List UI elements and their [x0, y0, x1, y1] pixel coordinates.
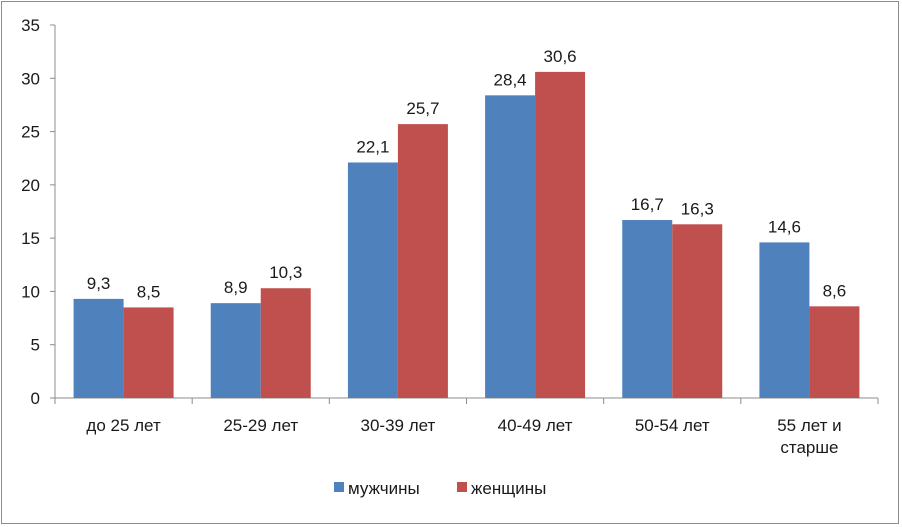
x-category-label: до 25 лет — [86, 416, 161, 435]
data-label: 8,5 — [137, 282, 161, 301]
data-label: 16,3 — [681, 199, 714, 218]
y-tick-label: 15 — [21, 229, 40, 248]
bar-women — [260, 288, 311, 398]
legend-label: женщины — [471, 479, 546, 498]
data-label: 30,6 — [544, 47, 577, 66]
bar-men — [73, 298, 124, 398]
data-label: 25,7 — [406, 99, 439, 118]
data-label: 8,6 — [823, 281, 847, 300]
legend-label: мужчины — [348, 479, 420, 498]
legend-swatch — [334, 482, 344, 492]
data-label: 8,9 — [224, 278, 248, 297]
bar-men — [210, 303, 261, 398]
data-label: 14,6 — [768, 217, 801, 236]
data-label: 10,3 — [269, 263, 302, 282]
data-label: 16,7 — [631, 195, 664, 214]
y-tick-label: 5 — [31, 336, 40, 355]
x-category-label: 55 лет и — [777, 416, 841, 435]
bar-women — [809, 306, 860, 398]
data-label: 9,3 — [87, 274, 111, 293]
x-category-label: 25-29 лет — [223, 416, 298, 435]
legend-swatch — [457, 482, 467, 492]
x-category-label: 50-54 лет — [635, 416, 710, 435]
bar-women — [672, 224, 723, 398]
bar-women — [397, 124, 448, 399]
y-tick-label: 30 — [21, 69, 40, 88]
bar-men — [759, 242, 810, 398]
y-tick-label: 35 — [21, 16, 40, 35]
bar-women — [123, 307, 174, 398]
data-label: 28,4 — [494, 70, 527, 89]
bar-men — [347, 162, 398, 398]
bar-men — [485, 95, 536, 398]
y-tick-label: 20 — [21, 176, 40, 195]
bar-men — [622, 220, 673, 398]
y-tick-label: 25 — [21, 123, 40, 142]
bar-women — [535, 71, 586, 399]
y-tick-label: 10 — [21, 282, 40, 301]
data-label: 22,1 — [356, 137, 389, 156]
x-category-label: старше — [780, 438, 838, 457]
x-category-label: 30-39 лет — [361, 416, 436, 435]
y-tick-label: 0 — [31, 389, 40, 408]
x-category-label: 40-49 лет — [498, 416, 573, 435]
